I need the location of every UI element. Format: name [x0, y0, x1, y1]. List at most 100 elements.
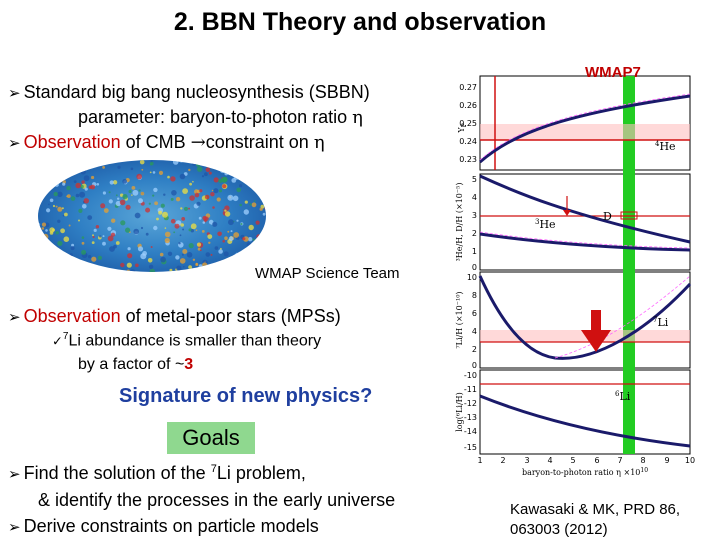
cmb-fluctuation [167, 251, 173, 256]
cmb-fluctuation [100, 203, 106, 209]
cmb-fluctuation [62, 214, 65, 217]
cmb-fluctuation [102, 166, 105, 169]
cmb-fluctuation [222, 208, 225, 211]
cmb-fluctuation [190, 223, 197, 230]
cmb-fluctuation [47, 162, 50, 165]
cmb-fluctuation [210, 192, 215, 197]
cmb-fluctuation [140, 191, 145, 196]
cmb-fluctuation [222, 240, 225, 243]
cmb-fluctuation [163, 193, 166, 196]
svg-text:6: 6 [594, 456, 599, 465]
cmb-fluctuation [153, 225, 158, 231]
cmb-fluctuation [262, 196, 265, 199]
svg-text:9: 9 [664, 456, 669, 465]
cmb-fluctuation [195, 266, 198, 268]
cmb-fluctuation [133, 228, 139, 235]
svg-text:-11: -11 [464, 385, 477, 394]
cmb-fluctuation [70, 246, 75, 251]
cmb-fluctuation [160, 203, 165, 208]
cmb-fluctuation [49, 198, 54, 203]
svg-text:0.27: 0.27 [459, 83, 477, 92]
cmb-fluctuation [213, 267, 217, 272]
cmb-fluctuation [178, 242, 181, 245]
subbullet-li: ✓7Li abundance is smaller than theory [52, 331, 321, 350]
cmb-fluctuation [73, 180, 77, 183]
bullet-sbbn-text: Standard big bang nucleosynthesis (SBBN) [23, 82, 370, 102]
cmb-fluctuation [91, 241, 95, 244]
cmb-fluctuation [261, 256, 265, 259]
bullet-sbbn-parameter: parameter: baryon-to-photon ratio η [78, 107, 363, 128]
cmb-fluctuation [235, 160, 241, 166]
cmb-fluctuation [175, 255, 180, 260]
cmb-fluctuation [65, 258, 71, 265]
cmb-fluctuation [86, 160, 89, 161]
lithium7-label: 7Li [653, 316, 669, 329]
cmb-fluctuation [116, 270, 122, 272]
helium4-y-axis-label: YP [457, 123, 468, 133]
cmb-fluctuation [46, 208, 51, 213]
cmb-fluctuation [212, 221, 218, 227]
factor-value: 3 [184, 356, 194, 373]
cmb-fluctuation [70, 162, 74, 167]
helium4-observed-band [480, 124, 690, 140]
svg-text:1: 1 [472, 247, 477, 256]
cmb-fluctuation [252, 238, 255, 241]
goal-item-processes: & identify the processes in the early un… [38, 490, 396, 510]
svg-text:0: 0 [472, 361, 477, 370]
cmb-fluctuation [126, 262, 132, 268]
cmb-fluctuation [238, 162, 241, 166]
cmb-fluctuation [195, 229, 198, 231]
cmb-fluctuation [80, 160, 84, 164]
cmb-fluctuation [45, 229, 48, 232]
cmb-fluctuation [217, 231, 222, 237]
cmb-fluctuation [131, 186, 136, 190]
svg-text:-10: -10 [464, 371, 477, 380]
cmb-fluctuation [192, 258, 196, 261]
cmb-fluctuation [64, 163, 66, 165]
cmb-fluctuation [99, 235, 102, 238]
cmb-fluctuation [80, 184, 84, 189]
cmb-fluctuation [182, 249, 188, 254]
cmb-fluctuation [199, 249, 202, 252]
helium4-y-ticks: 0.27 0.26 0.25 0.24 0.23 [459, 83, 477, 164]
cmb-fluctuation [223, 251, 229, 257]
bullet-arrow-icon: ➢ [8, 465, 21, 483]
cmb-fluctuation [137, 246, 144, 252]
cmb-fluctuation [218, 189, 222, 193]
bullet-sbbn: ➢ Standard big bang nucleosynthesis (SBBN… [8, 82, 370, 103]
deuterium-theory-curve [479, 174, 691, 244]
cmb-fluctuation [149, 268, 156, 272]
cmb-fluctuation [38, 182, 43, 187]
cmb-fluctuation [53, 169, 56, 172]
cmb-fluctuation [257, 189, 264, 196]
cmb-fluctuation [108, 199, 113, 204]
cmb-fluctuation [243, 209, 249, 215]
li7-superscript: 7 [210, 463, 217, 475]
cmb-fluctuation [92, 235, 95, 239]
cmb-fluctuation [158, 210, 163, 215]
cmb-fluctuation [238, 260, 244, 266]
cmb-fluctuation [226, 160, 232, 164]
cmb-fluctuation [233, 232, 240, 238]
cmb-fluctuation [103, 208, 109, 213]
constraint-text: constraint on [205, 132, 314, 152]
cmb-fluctuation [107, 226, 112, 231]
cmb-fluctuation [220, 247, 222, 250]
cmb-fluctuation [259, 174, 264, 178]
cmb-fluctuation [205, 252, 211, 257]
eta-symbol: η [352, 107, 363, 128]
cmb-fluctuation [109, 246, 115, 252]
svg-text:6: 6 [472, 309, 477, 318]
cmb-fluctuation [142, 272, 146, 276]
cmb-fluctuation [260, 234, 265, 239]
mps-text: of metal-poor stars (MPSs) [120, 306, 341, 326]
cmb-fluctuation [111, 218, 116, 223]
lithium6-label: 6Li [615, 390, 631, 403]
cmb-fluctuation [188, 207, 190, 210]
cmb-fluctuation [53, 168, 59, 174]
cmb-fluctuation [150, 246, 153, 248]
cmb-fluctuation [256, 160, 261, 164]
cmb-fluctuation [204, 194, 210, 200]
svg-text:0.25: 0.25 [459, 119, 477, 128]
lithium7-y-axis-label: ⁷Li/H (×10⁻¹⁰) [455, 291, 464, 348]
